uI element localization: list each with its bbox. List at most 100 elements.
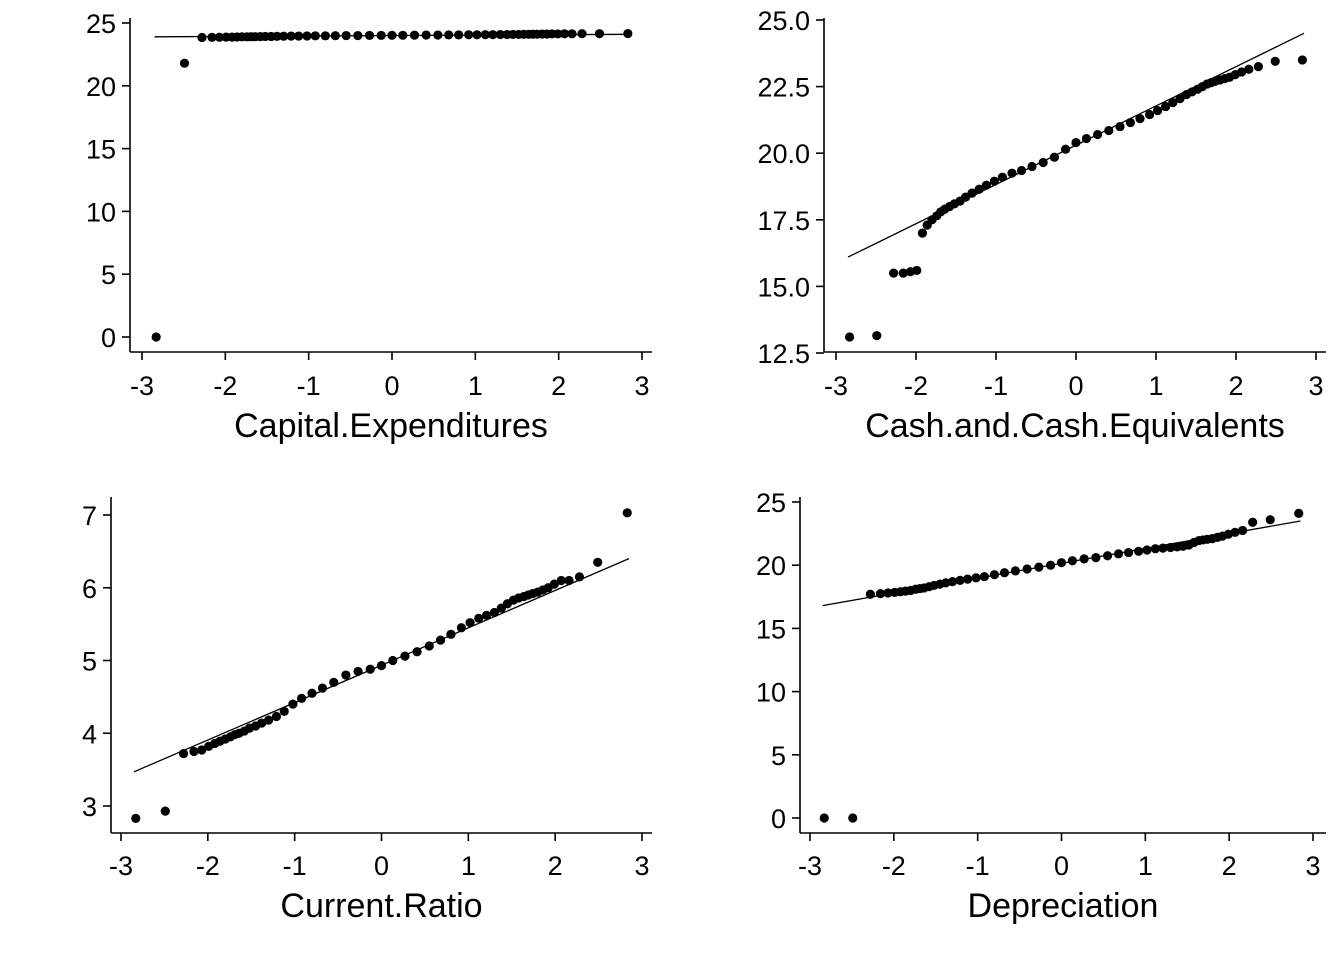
depreciation-data-point — [1142, 545, 1152, 555]
capital-expenditures-y-tick-label: 20 — [86, 72, 116, 102]
capital-expenditures-x-tick-label: -2 — [213, 371, 237, 401]
depreciation-data-point — [883, 588, 893, 598]
depreciation-data-point — [865, 589, 875, 599]
depreciation-x-axis-title: Depreciation — [968, 887, 1159, 925]
current-ratio-y-tick-label: 5 — [82, 647, 97, 677]
current-ratio-data-point — [574, 572, 585, 582]
cash-and-cash-equivalents-x-tick-label: -1 — [984, 371, 1008, 401]
depreciation-y-tick-label: 5 — [771, 741, 786, 771]
capital-expenditures-data-point — [387, 30, 397, 40]
cash-and-cash-equivalents-y-tick-label: 15.0 — [757, 272, 810, 302]
depreciation-data-point — [1237, 525, 1248, 536]
depreciation-y-tick-label: 25 — [756, 488, 786, 518]
depreciation-x-tick-label: 1 — [1138, 851, 1153, 881]
cash-and-cash-equivalents-data-point — [981, 180, 992, 190]
cash-and-cash-equivalents-data-point — [1161, 101, 1171, 112]
current-ratio-data-point — [131, 813, 141, 823]
cash-and-cash-equivalents-data-point — [1237, 67, 1247, 77]
cash-and-cash-equivalents-data-point — [898, 268, 908, 278]
depreciation-x-tick-label: -2 — [882, 851, 906, 881]
cash-and-cash-equivalents-data-point — [1049, 152, 1059, 162]
capital-expenditures-x-axis-title: Capital.Expenditures — [234, 407, 548, 445]
capital-expenditures-data-point — [302, 31, 312, 41]
capital-expenditures-data-point — [398, 30, 408, 40]
current-ratio-x-tick-label: -2 — [196, 851, 220, 881]
current-ratio-data-point — [593, 557, 603, 567]
depreciation-data-point — [1056, 558, 1067, 568]
current-ratio-data-point — [365, 664, 375, 674]
current-ratio-data-point — [317, 683, 328, 693]
cash-and-cash-equivalents-data-point — [1071, 137, 1081, 148]
cash-and-cash-equivalents-data-point — [997, 172, 1008, 182]
capital-expenditures-data-point — [567, 29, 577, 39]
depreciation-data-point — [963, 574, 973, 584]
current-ratio-data-point — [388, 655, 398, 666]
capital-expenditures-data-point — [214, 32, 225, 42]
capital-expenditures-data-point — [472, 30, 482, 40]
cash-and-cash-equivalents-y-tick-label: 20.0 — [757, 139, 810, 169]
cash-and-cash-equivalents-data-point — [872, 331, 882, 341]
capital-expenditures-data-point — [480, 30, 490, 40]
depreciation-data-point — [1091, 553, 1101, 563]
depreciation-data-point — [1046, 560, 1056, 570]
cash-and-cash-equivalents-data-point — [1115, 121, 1125, 132]
cash-and-cash-equivalents-data-point — [917, 228, 928, 238]
panel-capital-expenditures: -3 -2 -1 0 1 2 3 0 5 10 15 20 25 Capital.Expenditures — [86, 9, 652, 445]
capital-expenditures-data-point — [577, 29, 587, 39]
cash-and-cash-equivalents-data-point — [974, 184, 984, 194]
depreciation-x-tick-label: -1 — [966, 851, 990, 881]
depreciation-data-point — [1230, 527, 1240, 537]
current-ratio-data-point — [178, 749, 189, 759]
cash-and-cash-equivalents-data-point — [1253, 62, 1263, 72]
current-ratio-data-point — [435, 635, 446, 645]
capital-expenditures-data-point — [207, 32, 217, 42]
current-ratio-data-point — [549, 579, 559, 589]
current-ratio-data-point — [197, 745, 207, 755]
capital-expenditures-y-tick-label: 15 — [86, 135, 116, 165]
current-ratio-y-tick-label: 7 — [82, 501, 97, 531]
panel-current-ratio: -3 -2 -1 0 1 2 3 3 4 5 6 7 Current.Ratio — [82, 497, 652, 925]
cash-and-cash-equivalents-data-point — [1038, 157, 1048, 168]
capital-expenditures-y-tick-label: 25 — [86, 9, 116, 39]
capital-expenditures-data-point — [272, 31, 282, 41]
current-ratio-data-point — [279, 706, 289, 717]
capital-expenditures-data-point — [623, 28, 633, 39]
cash-and-cash-equivalents-data-point — [1153, 105, 1163, 116]
depreciation-data-point — [979, 571, 989, 582]
current-ratio-data-point — [456, 623, 466, 633]
current-ratio-data-point — [257, 718, 267, 728]
current-ratio-data-point — [556, 575, 566, 586]
current-ratio-x-tick-label: 1 — [461, 851, 476, 881]
capital-expenditures-data-point — [279, 31, 289, 41]
capital-expenditures-data-point — [444, 30, 454, 40]
depreciation-data-point — [1294, 508, 1304, 518]
capital-expenditures-data-point — [409, 30, 420, 40]
capital-expenditures-x-tick-label: 3 — [634, 371, 649, 401]
cash-and-cash-equivalents-data-point — [967, 188, 977, 198]
current-ratio-data-point — [189, 746, 199, 757]
cash-and-cash-equivalents-data-point — [1244, 64, 1254, 74]
capital-expenditures-x-tick-label: -3 — [130, 371, 154, 401]
cash-and-cash-equivalents-x-tick-label: 3 — [1308, 371, 1323, 401]
capital-expenditures-y-tick-label: 0 — [101, 323, 116, 353]
cash-and-cash-equivalents-x-tick-label: 1 — [1148, 371, 1163, 401]
capital-expenditures-data-point — [310, 31, 320, 41]
cash-and-cash-equivalents-data-point — [1168, 97, 1178, 108]
current-ratio-x-tick-label: 3 — [634, 851, 649, 881]
current-ratio-data-point — [288, 699, 298, 709]
depreciation-data-point — [1248, 517, 1258, 527]
cash-and-cash-equivalents-data-point — [1297, 55, 1307, 65]
depreciation-data-point — [1034, 562, 1044, 572]
current-ratio-data-point — [564, 575, 574, 586]
cash-and-cash-equivalents-data-point — [1061, 144, 1071, 154]
depreciation-data-point — [1165, 542, 1176, 553]
depreciation-data-point — [1103, 551, 1113, 561]
cash-and-cash-equivalents-data-point — [989, 176, 1000, 186]
depreciation-y-tick-label: 0 — [771, 804, 786, 834]
capital-expenditures-data-point — [197, 32, 207, 43]
cash-and-cash-equivalents-data-point — [1125, 117, 1135, 128]
cash-and-cash-equivalents-x-tick-label: -2 — [904, 371, 928, 401]
cash-and-cash-equivalents-x-tick-label: 2 — [1228, 371, 1243, 401]
depreciation-data-point — [989, 570, 1000, 580]
